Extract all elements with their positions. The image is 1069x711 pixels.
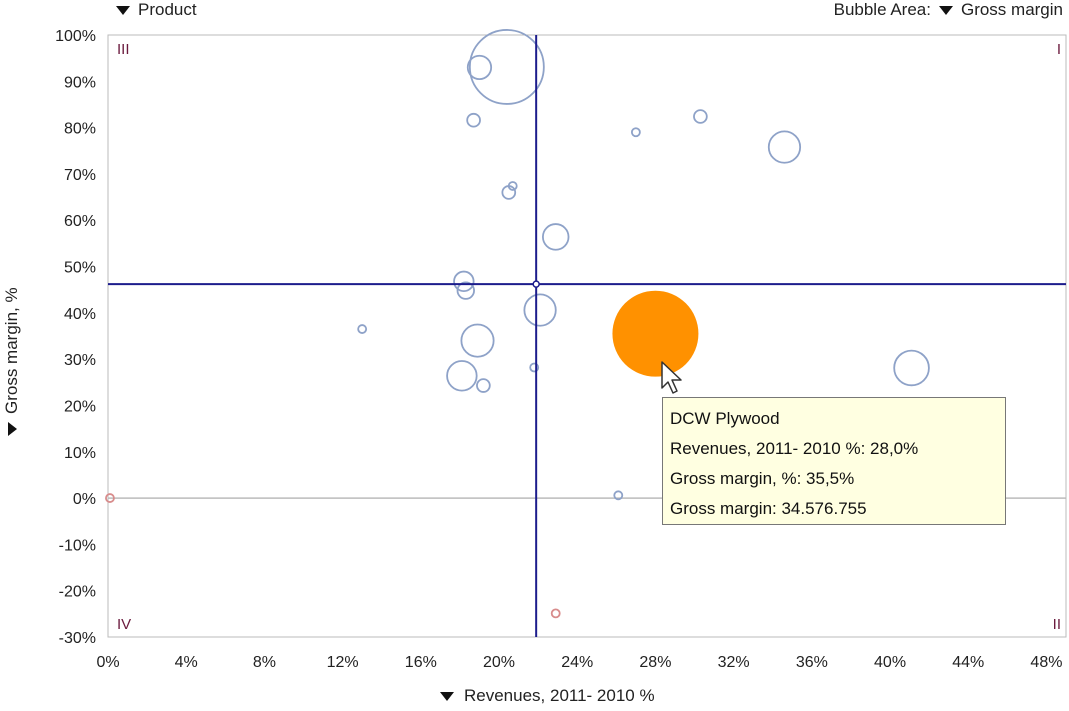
x-tick-label: 36% — [796, 654, 828, 671]
x-tick-label: 40% — [874, 654, 906, 671]
quadrant-label-I: I — [1057, 41, 1061, 58]
bubble[interactable] — [542, 223, 570, 251]
y-tick-label: -20% — [59, 584, 96, 601]
bubble[interactable] — [468, 29, 545, 105]
bubble-area-prefix: Bubble Area: — [833, 0, 931, 19]
x-axis-dropdown[interactable]: Revenues, 2011- 2010 % — [440, 686, 655, 706]
x-tick-label: 16% — [405, 654, 437, 671]
bubble-area-control: Bubble Area: Gross margin — [834, 0, 1063, 20]
x-tick-label: 4% — [175, 654, 198, 671]
dropdown-arrow-icon — [116, 6, 130, 16]
bubble[interactable] — [466, 112, 481, 128]
bubble[interactable] — [893, 349, 930, 387]
bubble[interactable] — [460, 323, 495, 358]
y-tick-label: 100% — [55, 28, 96, 45]
bubble[interactable] — [476, 378, 491, 393]
x-tick-label: 12% — [327, 654, 359, 671]
dropdown-arrow-icon — [938, 6, 953, 16]
plot-frame — [107, 34, 1067, 638]
reference-intersection-handle[interactable] — [532, 280, 540, 288]
y-tick-label: 30% — [64, 352, 96, 369]
bubble-tooltip: DCW Plywood Revenues, 2011- 2010 %: 28,0… — [662, 397, 1006, 525]
y-tick-label: 10% — [64, 445, 96, 462]
dropdown-arrow-icon — [440, 692, 454, 702]
x-tick-label: 24% — [561, 654, 593, 671]
bubble[interactable] — [630, 127, 641, 138]
product-label: Product — [138, 0, 197, 19]
bubble[interactable] — [523, 293, 557, 327]
bubble-area-value: Gross margin — [960, 0, 1063, 19]
y-tick-label: 60% — [64, 213, 96, 230]
tooltip-title: DCW Plywood — [670, 409, 780, 428]
bubble[interactable] — [357, 324, 368, 334]
mouse-pointer-icon — [661, 361, 682, 394]
quadrant-label-IV: IV — [117, 616, 131, 633]
quadrant-label-II: II — [1053, 616, 1061, 633]
y-tick-label: 40% — [64, 306, 96, 323]
y-tick-label: -30% — [59, 630, 96, 647]
bubble[interactable] — [550, 608, 561, 619]
y-tick-label: 80% — [64, 121, 96, 138]
bubble[interactable] — [466, 54, 493, 81]
x-tick-label: 32% — [718, 654, 750, 671]
y-tick-label: 0% — [73, 491, 96, 508]
x-tick-label: 48% — [1030, 654, 1062, 671]
x-tick-label: 20% — [483, 654, 515, 671]
bubble[interactable] — [105, 493, 115, 503]
bubble[interactable] — [446, 360, 478, 392]
x-tick-label: 0% — [96, 654, 119, 671]
x-axis-label: Revenues, 2011- 2010 % — [464, 686, 655, 705]
bubble[interactable] — [693, 109, 708, 124]
tooltip-margin-abs: Gross margin: 34.576.755 — [670, 499, 867, 518]
y-tick-label: -10% — [59, 537, 96, 554]
product-dropdown[interactable]: Product — [116, 0, 197, 20]
bubble[interactable] — [767, 130, 802, 164]
bubble[interactable] — [453, 270, 475, 293]
bubble-area-dropdown[interactable]: Gross margin — [931, 0, 1063, 19]
tooltip-revenues: Revenues, 2011- 2010 %: 28,0% — [670, 439, 919, 458]
bubble[interactable] — [613, 490, 624, 501]
tooltip-margin-pct: Gross margin, %: 35,5% — [670, 469, 855, 488]
x-tick-label: 44% — [952, 654, 984, 671]
bubble[interactable] — [456, 281, 475, 300]
y-tick-label: 20% — [64, 398, 96, 415]
x-tick-label: 8% — [253, 654, 276, 671]
x-tick-label: 28% — [639, 654, 671, 671]
bubble[interactable] — [529, 362, 540, 373]
bubble[interactable] — [501, 185, 517, 200]
bubble-selected[interactable] — [612, 290, 699, 377]
quadrant-label-III: III — [117, 41, 130, 58]
y-tick-label: 50% — [64, 260, 96, 277]
y-tick-label: 90% — [64, 74, 96, 91]
y-tick-label: 70% — [64, 167, 96, 184]
